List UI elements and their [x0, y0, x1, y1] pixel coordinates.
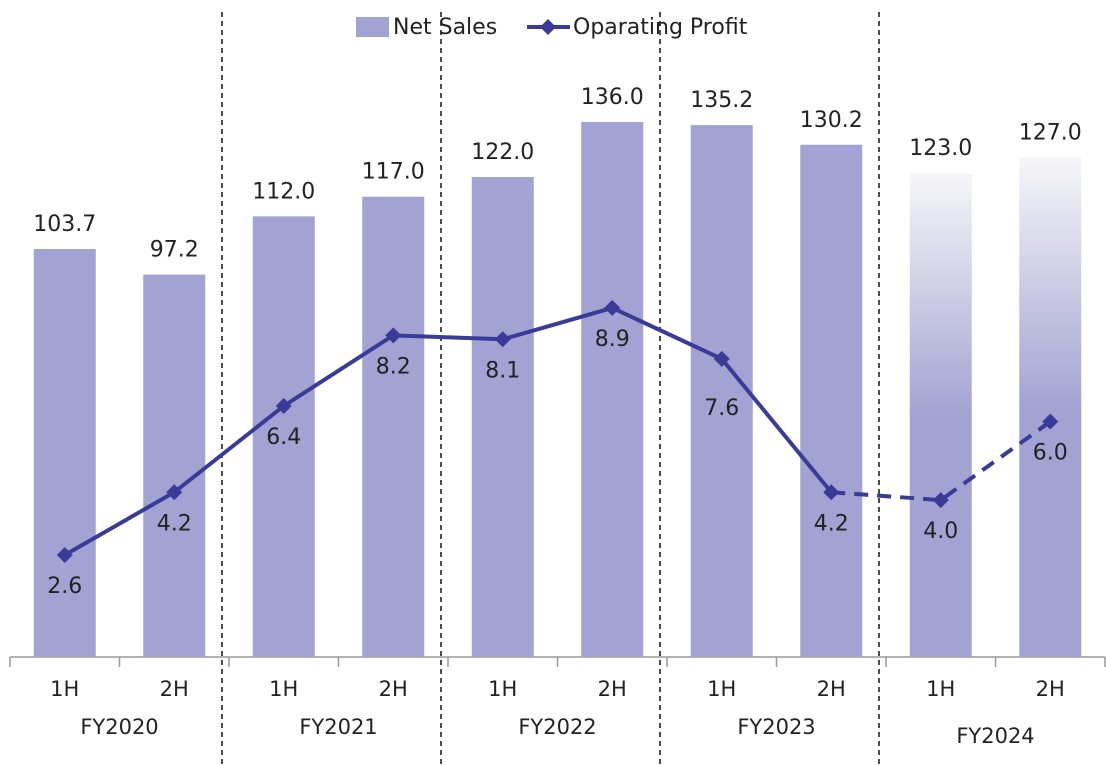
group-label: FY2020	[80, 715, 158, 739]
x-tick-label: 2H	[1036, 677, 1065, 701]
x-tick-label: 1H	[269, 677, 298, 701]
profit-marker	[932, 492, 949, 509]
profit-marker	[385, 327, 402, 344]
bar-value-label: 112.0	[252, 179, 315, 204]
profit-marker	[1042, 413, 1059, 430]
profit-value-label: 4.2	[814, 511, 849, 536]
bar	[362, 196, 425, 657]
legend-label: Oparating Profit	[573, 15, 748, 40]
bar	[690, 125, 753, 657]
profit-value-label: 4.2	[157, 511, 192, 536]
profit-marker	[494, 331, 511, 348]
profit-value-label: 6.0	[1033, 441, 1068, 466]
x-tick-label: 2H	[598, 677, 627, 701]
bar-value-label: 117.0	[362, 160, 425, 185]
bar	[252, 216, 315, 657]
bar-value-label: 97.2	[150, 238, 199, 263]
profit-marker	[275, 397, 292, 414]
bar	[143, 274, 206, 657]
profit-value-label: 4.0	[923, 519, 958, 544]
bar	[1019, 157, 1082, 657]
group-label: FY2023	[737, 715, 815, 739]
bar-value-label: 123.0	[909, 136, 972, 161]
profit-marker	[604, 299, 621, 316]
profit-marker	[713, 350, 730, 367]
profit-marker	[166, 484, 183, 501]
bar	[581, 121, 644, 658]
legend-swatch	[356, 17, 389, 37]
x-tick-label: 1H	[50, 677, 79, 701]
bar-value-label: 122.0	[471, 140, 534, 165]
profit-marker	[56, 547, 73, 564]
profit-value-label: 8.9	[595, 327, 630, 352]
bar-value-label: 127.0	[1019, 120, 1082, 145]
x-tick-label: 1H	[488, 677, 517, 701]
x-tick-label: 2H	[160, 677, 189, 701]
profit-value-label: 7.6	[704, 396, 739, 421]
bar-value-label: 130.2	[800, 108, 863, 133]
x-tick-label: 1H	[926, 677, 955, 701]
legend-marker	[540, 19, 556, 35]
profit-value-label: 8.2	[376, 354, 411, 379]
bar	[800, 144, 863, 657]
bar-value-label: 103.7	[33, 212, 96, 237]
legend-label: Net Sales	[393, 15, 497, 40]
profit-value-label: 2.6	[47, 574, 82, 599]
bar	[33, 249, 96, 658]
bar	[909, 173, 972, 657]
group-label: FY2021	[299, 715, 377, 739]
profit-line	[63, 305, 833, 557]
profit-value-label: 6.4	[266, 425, 301, 450]
bar	[471, 177, 534, 657]
bar-value-label: 135.2	[690, 88, 753, 113]
x-tick-label: 2H	[379, 677, 408, 701]
profit-marker	[823, 484, 840, 501]
forecast-line	[831, 420, 1052, 503]
bar-value-label: 136.0	[581, 85, 644, 110]
group-label: FY2022	[518, 715, 596, 739]
x-tick-label: 1H	[707, 677, 736, 701]
profit-value-label: 8.1	[485, 358, 520, 383]
x-tick-label: 2H	[817, 677, 846, 701]
group-label: FY2024	[956, 724, 1034, 748]
